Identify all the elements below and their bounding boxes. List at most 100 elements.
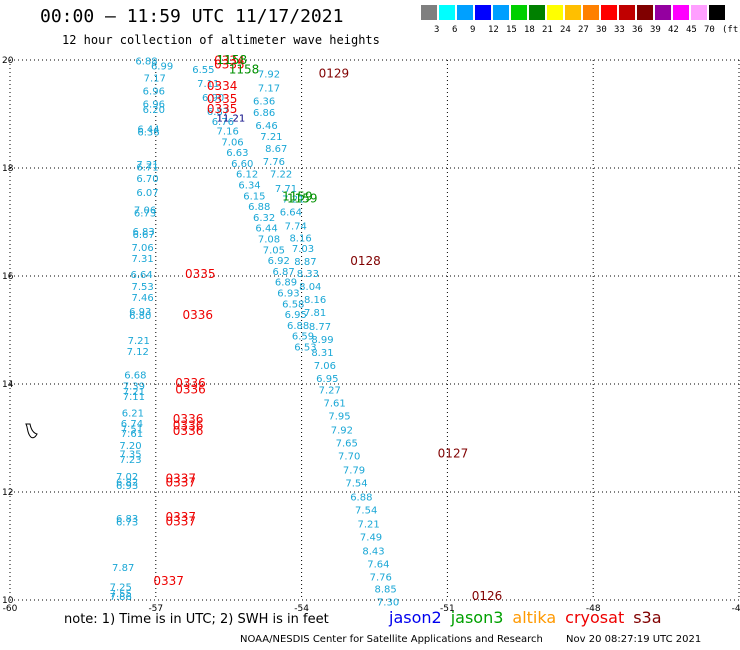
cryosat-pass-time: 0336 — [173, 418, 204, 432]
wave-height-value: 8.16 — [289, 233, 311, 244]
wave-height-value: 7.21 — [357, 520, 379, 531]
scale-swatch — [619, 5, 635, 20]
wave-height-value: 7.11 — [123, 392, 145, 403]
scale-label: 70 — [704, 25, 715, 35]
legend-item-jason3: jason3 — [450, 608, 504, 627]
wave-height-value: 8.16 — [304, 295, 326, 306]
wave-height-value: 7.81 — [304, 308, 326, 319]
latitude-tick-label: 16 — [2, 272, 14, 282]
longitude-tick-label: -48 — [586, 604, 601, 614]
wave-height-value: 6.53 — [294, 343, 316, 354]
cryosat-pass-time: 0336 — [175, 383, 206, 397]
jason3-pass-time: 1158 — [229, 63, 260, 77]
wave-height-value: 6.55 — [192, 65, 214, 76]
scale-label: 42 — [668, 25, 679, 35]
wave-height-value: 7.65 — [336, 439, 358, 450]
wave-height-value: 7.05 — [263, 245, 285, 256]
units-note: note: 1) Time is in UTC; 2) SWH is in fe… — [64, 612, 329, 627]
wave-height-value: 6.86 — [253, 108, 275, 119]
wave-height-value: 7.49 — [360, 533, 382, 544]
wave-height-value: 6.71 — [136, 163, 158, 174]
wave-height-value: 7.35 — [119, 449, 141, 460]
longitude-tick-label: -45 — [732, 604, 740, 614]
wave-height-value: 7.08 — [258, 235, 280, 246]
scale-swatch — [709, 5, 725, 20]
wave-height-value: 7.54 — [345, 479, 367, 490]
wave-height-value: 6.34 — [238, 181, 260, 192]
wave-height-value: 7.76 — [263, 157, 285, 168]
wave-height-value: 6.59 — [292, 332, 314, 343]
cryosat-pass-time: 0336 — [173, 412, 204, 426]
wave-height-value: 7.02 — [116, 472, 138, 483]
wave-height-value: 6.15 — [243, 191, 265, 202]
s3a-pass-time: 0127 — [438, 446, 469, 460]
wave-height-value: 7.23 — [119, 455, 141, 466]
wave-height-value: 8.85 — [375, 584, 397, 595]
latitude-tick-label: 12 — [2, 488, 13, 498]
wave-height-value: 7.46 — [132, 293, 154, 304]
wave-height-value: 6.83 — [132, 227, 154, 238]
wave-height-value: 7.71 — [275, 184, 297, 195]
scale-label: 45 — [686, 25, 697, 35]
wave-height-value: 6.21 — [122, 408, 144, 419]
wave-height-value: 6.76 — [212, 117, 234, 128]
wave-height-value: 6.67 — [132, 230, 154, 241]
wave-height-value: 6.12 — [236, 170, 258, 181]
wave-height-value: 8.77 — [309, 322, 331, 333]
scale-label: 9 — [470, 25, 476, 35]
wave-height-value: 7.20 — [119, 441, 141, 452]
wave-height-value: 7.03 — [292, 244, 314, 255]
legend-item-cryosat: cryosat — [565, 608, 625, 627]
wave-height-value: 6.93 — [116, 481, 138, 492]
wave-height-value: 6.44 — [255, 224, 277, 235]
jason2-value: 11.21 — [217, 114, 246, 125]
wave-height-value: 6.83 — [116, 514, 138, 525]
wave-height-value: 6.73 — [116, 517, 138, 528]
scale-label: 30 — [596, 25, 607, 35]
wave-height-value: 6.36 — [137, 128, 159, 139]
wave-height-value: 6.99 — [151, 62, 173, 73]
wave-height-value: 6.93 — [129, 307, 151, 318]
wave-height-value: 6.58 — [282, 299, 304, 310]
cryosat-pass-time: 0337 — [166, 514, 197, 528]
credit-line: NOAA/NESDIS Center for Satellite Applica… — [240, 634, 721, 645]
scale-label: (ft) — [722, 25, 740, 35]
scale-swatch — [493, 5, 509, 20]
wave-height-value: 6.96 — [143, 87, 165, 98]
wave-height-value: 8.87 — [294, 257, 316, 268]
wave-height-value: 7.21 — [260, 132, 282, 143]
wave-height-value: 7.25 — [110, 582, 132, 593]
wave-height-value: 7.06 — [221, 137, 243, 148]
wave-height-value: 7.27 — [319, 386, 341, 397]
wave-height-value: 6.63 — [226, 148, 248, 159]
latitude-tick-label: 20 — [2, 56, 14, 66]
wave-height-value: 7.30 — [377, 597, 399, 608]
wave-height-value: 7.61 — [323, 399, 345, 410]
wave-height-value: 8.04 — [299, 282, 321, 293]
wave-height-value: 7.53 — [132, 282, 154, 293]
s3a-pass-time: 0128 — [350, 254, 381, 268]
scale-swatch — [637, 5, 653, 20]
wave-height-value: 6.90 — [202, 93, 224, 104]
wave-height-value: 7.16 — [217, 127, 239, 138]
cryosat-pass-time: 0337 — [166, 476, 197, 490]
credit-org: NOAA/NESDIS Center for Satellite Applica… — [240, 634, 543, 645]
wave-height-value: 7.92 — [331, 426, 353, 437]
scale-label: 21 — [542, 25, 553, 35]
scale-swatch — [673, 5, 689, 20]
island-outline — [25, 423, 38, 439]
wave-height-value: 6.73 — [134, 209, 156, 220]
wave-height-value: 7.17 — [258, 83, 280, 94]
wave-height-value: 6.95 — [285, 310, 307, 321]
wave-height-value: 6.68 — [124, 371, 146, 382]
wave-height-value: 6.88 — [350, 493, 372, 504]
wave-height-value: 7.64 — [367, 560, 389, 571]
wave-height-value: 6.64 — [280, 208, 302, 219]
cryosat-pass-time: 0337 — [153, 574, 184, 588]
longitude-tick-label: -51 — [440, 604, 455, 614]
scale-label: 27 — [578, 25, 589, 35]
wave-height-value: 7.21 — [136, 160, 158, 171]
wave-height-value: 7.12 — [127, 347, 149, 358]
wave-height-annotations: 6.886.997.176.966.966.206.446.367.216.71… — [110, 53, 503, 609]
